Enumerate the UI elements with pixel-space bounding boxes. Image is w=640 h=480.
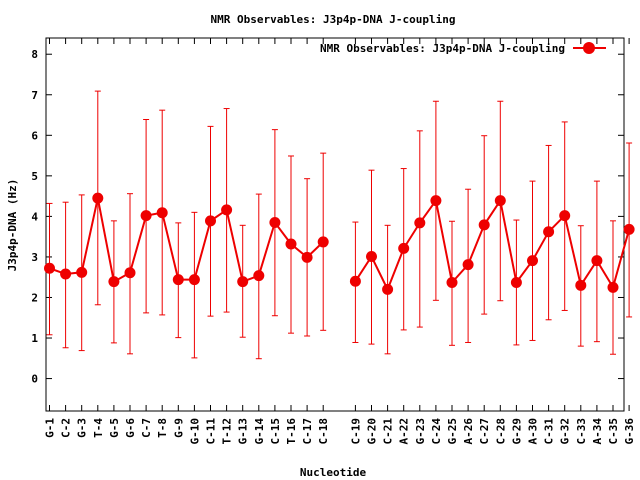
y-tick-label: 4	[31, 210, 38, 223]
x-tick-label: A-22	[398, 418, 411, 445]
x-tick-label: C-33	[575, 418, 588, 445]
x-tick-label: G-25	[446, 418, 459, 445]
x-tick-label: C-11	[205, 418, 218, 445]
data-point	[60, 268, 72, 280]
y-tick-label: 5	[31, 170, 38, 183]
x-tick-label: C-7	[140, 418, 153, 438]
x-tick-label: G-9	[172, 418, 185, 438]
data-point	[414, 217, 426, 229]
data-point	[366, 251, 377, 263]
data-point	[76, 266, 88, 278]
x-tick-label: C-27	[478, 418, 491, 445]
y-tick-label: 7	[31, 89, 38, 102]
x-tick-label: C-19	[349, 418, 362, 445]
series-lines	[49, 197, 631, 292]
y-tick-label: 2	[31, 291, 38, 304]
data-point	[237, 276, 249, 288]
y-tick-label: 1	[31, 332, 38, 345]
data-point	[607, 281, 619, 293]
data-point	[462, 259, 474, 271]
data-point	[317, 236, 329, 248]
x-tick-label: T-12	[221, 418, 234, 445]
data-point	[478, 219, 490, 231]
x-tick-label: G-23	[414, 418, 427, 445]
data-point	[398, 242, 410, 254]
x-tick-label: C-21	[382, 418, 395, 445]
x-tick-label: T-16	[285, 418, 298, 445]
x-tick-label: G-1	[44, 418, 57, 438]
x-tick-label: G-6	[124, 418, 137, 438]
y-tick-label: 6	[31, 129, 38, 142]
x-tick-label: C-24	[430, 418, 443, 445]
x-tick-label: G-10	[188, 418, 201, 445]
x-tick-label: C-2	[60, 418, 73, 438]
data-point	[301, 251, 313, 263]
data-point	[591, 255, 603, 267]
data-point	[382, 283, 394, 295]
x-tick-label: A-30	[527, 418, 540, 445]
series-line-segment	[49, 197, 324, 284]
data-point	[623, 223, 635, 235]
y-tick-label: 3	[31, 251, 38, 264]
data-point	[559, 210, 571, 222]
data-point	[188, 274, 200, 286]
x-tick-label: G-32	[559, 418, 572, 445]
data-point	[269, 216, 281, 228]
series-points	[44, 192, 635, 295]
error-bars	[46, 90, 633, 360]
x-tick-label: C-31	[543, 418, 556, 445]
data-point	[575, 279, 587, 291]
x-tick-label: G-13	[237, 418, 250, 445]
x-tick-label: G-20	[366, 418, 379, 445]
x-tick-label: C-17	[301, 418, 314, 445]
x-tick-label: C-35	[607, 418, 620, 445]
series-line-segment	[354, 198, 631, 292]
x-tick-label: C-28	[494, 418, 507, 445]
data-point	[494, 195, 506, 207]
data-point	[172, 274, 184, 286]
x-axis: G-1 C-2 G-3 T-4 G-5 G-6 C-7 T-8 G-9 G-10 C-11 T-12 G…	[44, 38, 636, 445]
data-point	[124, 267, 136, 279]
data-point	[543, 226, 555, 238]
data-point	[92, 192, 104, 204]
data-point	[285, 238, 297, 250]
y-tick-label: 8	[31, 48, 38, 61]
plot-area-border	[45, 37, 625, 412]
legend-marker	[583, 42, 595, 54]
legend-label: NMR Observables: J3p4p-DNA J-coupling	[320, 42, 565, 55]
x-tick-label: T-8	[156, 418, 169, 438]
data-point	[108, 276, 120, 288]
x-tick-label: G-36	[623, 418, 636, 445]
x-tick-label: C-15	[269, 418, 282, 445]
x-tick-label: C-18	[317, 418, 330, 445]
data-point	[510, 276, 522, 288]
y-tick-label: 0	[31, 373, 38, 386]
legend: NMR Observables: J3p4p-DNA J-coupling	[320, 42, 606, 55]
data-point	[349, 275, 361, 287]
data-point	[221, 204, 233, 216]
data-point	[205, 215, 216, 227]
x-axis-label: Nucleotide	[300, 466, 367, 479]
data-point	[430, 195, 442, 207]
y-axis: 0 1 2 3 4 5 6 7 8	[31, 48, 624, 386]
data-point	[140, 210, 152, 222]
x-tick-label: G-5	[108, 418, 121, 438]
data-point	[253, 270, 265, 282]
data-point	[156, 207, 168, 219]
x-tick-label: G-3	[76, 418, 89, 438]
x-tick-label: A-26	[462, 418, 475, 445]
y-axis-label: J3p4p-DNA (Hz)	[6, 179, 19, 272]
x-tick-label: G-14	[253, 418, 266, 445]
chart-title: NMR Observables: J3p4p-DNA J-coupling	[210, 13, 455, 26]
x-tick-label: T-4	[92, 418, 105, 438]
x-tick-label: G-29	[510, 418, 523, 445]
data-point	[44, 262, 55, 274]
x-tick-label: A-34	[591, 418, 604, 445]
data-point	[446, 276, 458, 288]
data-point	[527, 255, 538, 267]
